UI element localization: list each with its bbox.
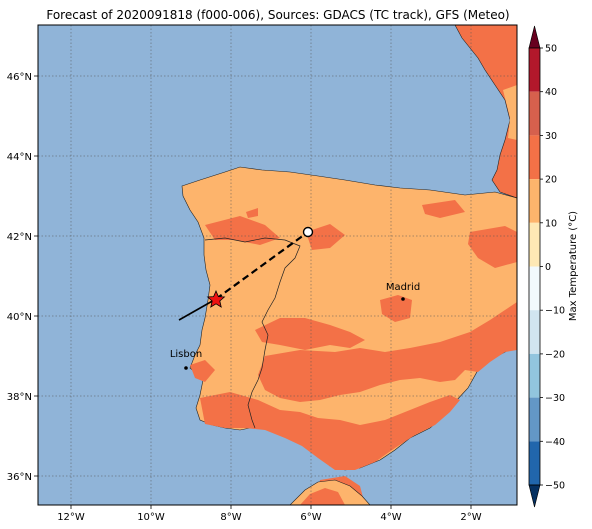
- lon-tick-label: 12°W: [57, 512, 85, 523]
- colorbar-band: [529, 397, 540, 442]
- colorbar-tick-label: 20: [545, 175, 557, 186]
- colorbar-extend-max: [528, 25, 541, 49]
- lat-tick-label: 46°N: [7, 72, 32, 83]
- map-frame: [37, 24, 518, 506]
- figure-title: Forecast of 2020091818 (f000-006), Sourc…: [46, 8, 509, 22]
- colorbar-band: [529, 91, 540, 136]
- lon-tick-label: 8°W: [220, 512, 241, 523]
- colorbar-extend-min: [528, 484, 541, 508]
- colorbar-tick-label: 10: [545, 218, 557, 229]
- lon-tick-label: 2°W: [460, 512, 481, 523]
- map-panel[interactable]: Madrid Lisbon 12°W 10°W 8°W 6°W 4°W 2°W …: [7, 24, 518, 523]
- colorbar-band: [529, 441, 540, 485]
- colorbar-band: [529, 48, 540, 92]
- colorbar-tick-label: −40: [545, 437, 565, 448]
- colorbar-tick-label: 30: [545, 131, 557, 142]
- madrid-dot: [401, 297, 405, 301]
- lisbon-label: Lisbon: [170, 349, 202, 360]
- forecast-end-marker[interactable]: [302, 226, 314, 238]
- border-portugal-spain: [204, 237, 301, 429]
- lat-tick-label: 36°N: [7, 472, 32, 483]
- colorbar-band: [529, 179, 540, 223]
- colorbar-tick-label: −10: [545, 306, 565, 317]
- colorbar-tick-label: 0: [545, 262, 551, 273]
- colorbar-tick-label: 50: [545, 44, 557, 55]
- lat-tick-label: 42°N: [7, 232, 32, 243]
- france-land[interactable]: [454, 25, 517, 199]
- lat-tick-label: 40°N: [7, 312, 32, 323]
- colorbar-band: [529, 135, 540, 180]
- madrid-label: Madrid: [386, 282, 420, 293]
- lon-tick-label: 10°W: [137, 512, 165, 523]
- lisbon-dot: [184, 366, 188, 370]
- colorbar-tick-label: −20: [545, 349, 565, 360]
- storm-position-star[interactable]: [206, 289, 226, 308]
- colorbar-band: [529, 222, 540, 267]
- tc-track[interactable]: [178, 226, 314, 321]
- colorbar-tick-label: 40: [545, 87, 557, 98]
- lat-tick-label: 44°N: [7, 152, 32, 163]
- lat-tick-label: 38°N: [7, 392, 32, 403]
- colorbar-band: [529, 353, 540, 398]
- colorbar-label: Max Temperature (°C): [568, 211, 579, 321]
- colorbar-tick-label: −30: [545, 393, 565, 404]
- track-observed: [178, 298, 217, 321]
- lon-tick-label: 6°W: [300, 512, 321, 523]
- colorbar-tick-label: −50: [545, 481, 565, 492]
- colorbar-band: [529, 310, 540, 354]
- gridlines: [38, 25, 517, 505]
- hot-zones: [190, 200, 517, 505]
- france-land-warm: [503, 85, 517, 140]
- lon-tick-label: 4°W: [380, 512, 401, 523]
- track-forecast: [215, 231, 309, 300]
- colorbar-band: [529, 266, 540, 311]
- temperature-colorbar: 50 40 30 20 10 0 −10 −20 −30 −40 −50: [528, 25, 565, 508]
- north-africa-hot: [300, 488, 345, 505]
